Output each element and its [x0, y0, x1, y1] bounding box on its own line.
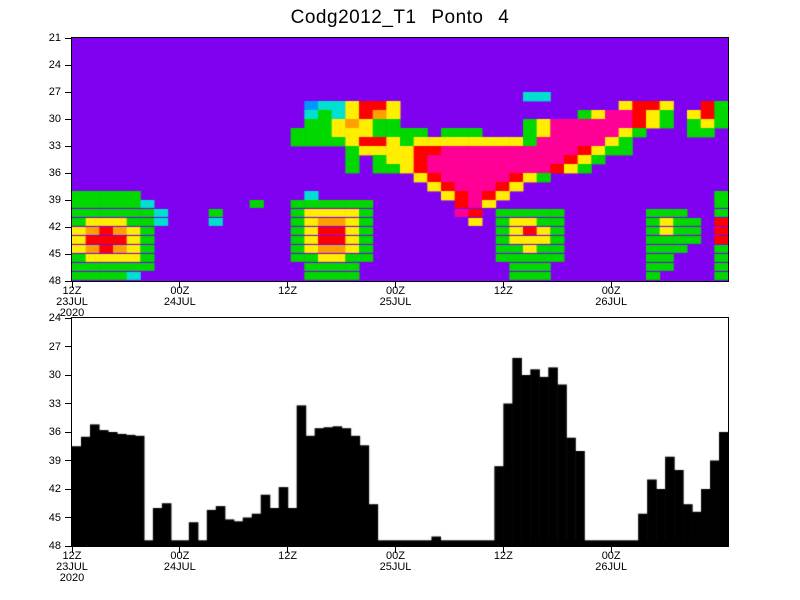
y-tick-label: 42: [48, 483, 61, 495]
x-tick-mark: [502, 546, 504, 553]
y-tick-mark: [65, 488, 72, 490]
y-tick-label: 42: [48, 221, 61, 233]
x-tick-label: 26JUL: [595, 561, 628, 573]
x-tick-mark: [179, 281, 181, 288]
heatmap-canvas: [72, 38, 728, 281]
x-tick-label: 00Z: [386, 550, 405, 562]
x-tick-mark: [610, 546, 612, 553]
y-tick-label: 30: [48, 113, 61, 125]
y-tick-mark: [65, 226, 72, 228]
y-tick-label: 36: [48, 167, 61, 179]
y-tick-mark: [65, 145, 72, 147]
x-tick-label: 00Z: [601, 550, 621, 562]
x-tick-label: 23JUL: [56, 561, 88, 573]
y-tick-mark: [65, 346, 72, 347]
y-tick-label: 27: [48, 86, 61, 98]
x-tick-mark: [395, 281, 396, 288]
x-tick-mark: [71, 281, 73, 288]
y-tick-mark: [65, 253, 72, 255]
x-tick-label: 24JUL: [163, 561, 196, 573]
y-tick-mark: [65, 280, 72, 282]
y-tick-mark: [65, 64, 72, 66]
x-tick-label: 12Z: [493, 550, 513, 562]
x-tick-label: 00Z: [601, 285, 621, 297]
x-tick-label: 00Z: [170, 285, 190, 297]
x-tick-label: 12Z: [62, 550, 82, 562]
x-tick-label: 12Z: [62, 285, 82, 297]
x-tick-label: 12Z: [278, 550, 298, 562]
y-tick-label: 48: [48, 275, 61, 287]
x-tick-label: 23JUL: [56, 296, 88, 308]
y-tick-label: 48: [48, 540, 61, 552]
x-tick-label: 26JUL: [595, 296, 628, 308]
y-tick-label: 45: [48, 248, 61, 260]
y-tick-mark: [65, 517, 72, 518]
x-tick-mark: [287, 281, 289, 288]
x-tick-mark: [71, 546, 73, 553]
y-tick-mark: [65, 317, 72, 319]
y-tick-label: 39: [48, 454, 61, 467]
y-tick-label: 30: [48, 369, 61, 381]
x-tick-label: 25JUL: [379, 296, 412, 308]
x-tick-label: 24JUL: [163, 296, 196, 308]
x-tick-mark: [395, 546, 396, 553]
x-tick-label: 00Z: [170, 550, 190, 562]
y-tick-mark: [65, 374, 72, 376]
y-tick-label: 45: [48, 511, 61, 524]
heatmap-panel: [71, 37, 729, 282]
x-tick-mark: [610, 281, 612, 288]
y-tick-mark: [65, 545, 72, 547]
y-tick-label: 27: [48, 340, 61, 353]
y-tick-mark: [65, 37, 72, 39]
y-tick-label: 24: [48, 59, 61, 71]
y-tick-mark: [65, 199, 72, 201]
y-tick-mark: [65, 172, 72, 174]
y-tick-mark: [65, 118, 72, 120]
y-tick-label: 33: [48, 397, 61, 410]
y-tick-mark: [65, 91, 72, 93]
x-tick-label: 2020: [59, 572, 85, 584]
y-tick-mark: [65, 431, 72, 433]
x-tick-label: 12Z: [493, 285, 513, 297]
area-canvas: [72, 318, 728, 546]
area-panel: [71, 317, 729, 547]
y-tick-mark: [65, 403, 72, 404]
x-tick-mark: [179, 546, 181, 553]
x-tick-mark: [502, 281, 504, 288]
y-tick-label: 24: [48, 312, 61, 324]
y-tick-label: 21: [48, 32, 61, 44]
x-tick-label: 00Z: [386, 285, 405, 297]
y-tick-mark: [65, 460, 72, 461]
y-tick-label: 36: [48, 426, 61, 438]
y-tick-label: 33: [48, 140, 61, 152]
x-tick-label: 12Z: [278, 285, 298, 297]
plot-title: Codg2012_T1 Ponto 4: [290, 7, 510, 28]
y-tick-label: 39: [48, 194, 61, 206]
x-tick-label: 25JUL: [379, 561, 412, 573]
x-tick-mark: [287, 546, 289, 553]
